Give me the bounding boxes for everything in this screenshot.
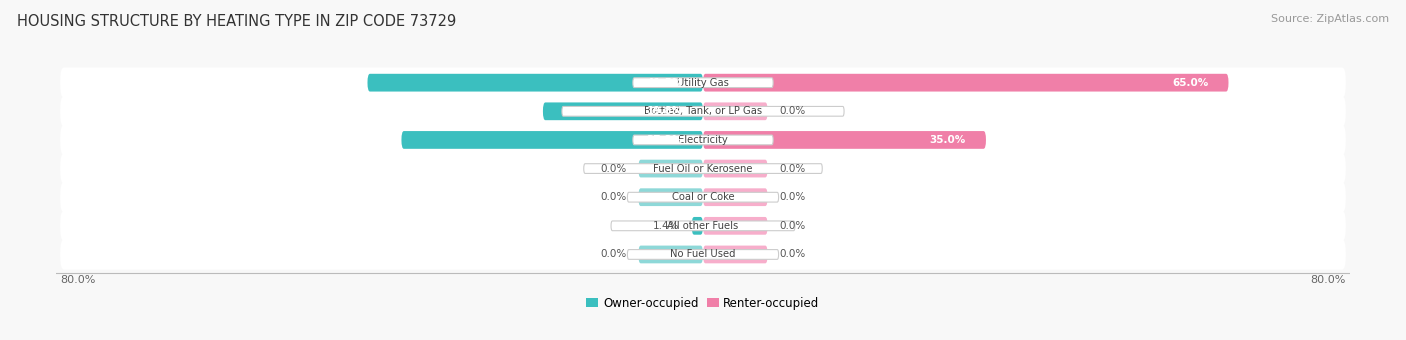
Text: All other Fuels: All other Fuels: [668, 221, 738, 231]
FancyBboxPatch shape: [60, 153, 1346, 184]
FancyBboxPatch shape: [583, 164, 823, 173]
FancyBboxPatch shape: [60, 125, 1346, 155]
FancyBboxPatch shape: [612, 221, 794, 231]
Text: HOUSING STRUCTURE BY HEATING TYPE IN ZIP CODE 73729: HOUSING STRUCTURE BY HEATING TYPE IN ZIP…: [17, 14, 456, 29]
Text: Fuel Oil or Kerosene: Fuel Oil or Kerosene: [654, 164, 752, 173]
FancyBboxPatch shape: [60, 68, 1346, 98]
FancyBboxPatch shape: [703, 245, 768, 264]
FancyBboxPatch shape: [703, 102, 768, 120]
Text: 37.3%: 37.3%: [647, 135, 683, 145]
Text: 0.0%: 0.0%: [600, 192, 626, 202]
Text: Utility Gas: Utility Gas: [678, 78, 728, 88]
Text: 1.4%: 1.4%: [652, 221, 679, 231]
FancyBboxPatch shape: [60, 96, 1346, 126]
Text: Coal or Coke: Coal or Coke: [672, 192, 734, 202]
Text: 0.0%: 0.0%: [780, 106, 806, 116]
FancyBboxPatch shape: [60, 211, 1346, 241]
FancyBboxPatch shape: [627, 250, 779, 259]
Legend: Owner-occupied, Renter-occupied: Owner-occupied, Renter-occupied: [582, 292, 824, 314]
Text: 19.8%: 19.8%: [647, 106, 683, 116]
FancyBboxPatch shape: [703, 131, 986, 149]
FancyBboxPatch shape: [402, 131, 703, 149]
FancyBboxPatch shape: [60, 239, 1346, 270]
FancyBboxPatch shape: [703, 74, 1229, 91]
FancyBboxPatch shape: [562, 106, 844, 116]
Text: 0.0%: 0.0%: [780, 221, 806, 231]
FancyBboxPatch shape: [633, 78, 773, 87]
FancyBboxPatch shape: [703, 188, 768, 206]
Text: 0.0%: 0.0%: [780, 164, 806, 173]
FancyBboxPatch shape: [692, 217, 703, 235]
FancyBboxPatch shape: [703, 217, 768, 235]
FancyBboxPatch shape: [633, 135, 773, 145]
Text: 65.0%: 65.0%: [1173, 78, 1208, 88]
Text: 35.0%: 35.0%: [929, 135, 966, 145]
FancyBboxPatch shape: [638, 188, 703, 206]
Text: 80.0%: 80.0%: [1310, 275, 1346, 285]
FancyBboxPatch shape: [638, 160, 703, 177]
Text: No Fuel Used: No Fuel Used: [671, 250, 735, 259]
FancyBboxPatch shape: [627, 192, 779, 202]
Text: 0.0%: 0.0%: [780, 250, 806, 259]
Text: 0.0%: 0.0%: [780, 192, 806, 202]
Text: Bottled, Tank, or LP Gas: Bottled, Tank, or LP Gas: [644, 106, 762, 116]
Text: 0.0%: 0.0%: [600, 164, 626, 173]
FancyBboxPatch shape: [638, 245, 703, 264]
Text: 0.0%: 0.0%: [600, 250, 626, 259]
FancyBboxPatch shape: [60, 182, 1346, 212]
Text: Electricity: Electricity: [678, 135, 728, 145]
FancyBboxPatch shape: [367, 74, 703, 91]
Text: 41.5%: 41.5%: [647, 78, 683, 88]
FancyBboxPatch shape: [543, 102, 703, 120]
Text: Source: ZipAtlas.com: Source: ZipAtlas.com: [1271, 14, 1389, 23]
FancyBboxPatch shape: [703, 160, 768, 177]
Text: 80.0%: 80.0%: [60, 275, 96, 285]
